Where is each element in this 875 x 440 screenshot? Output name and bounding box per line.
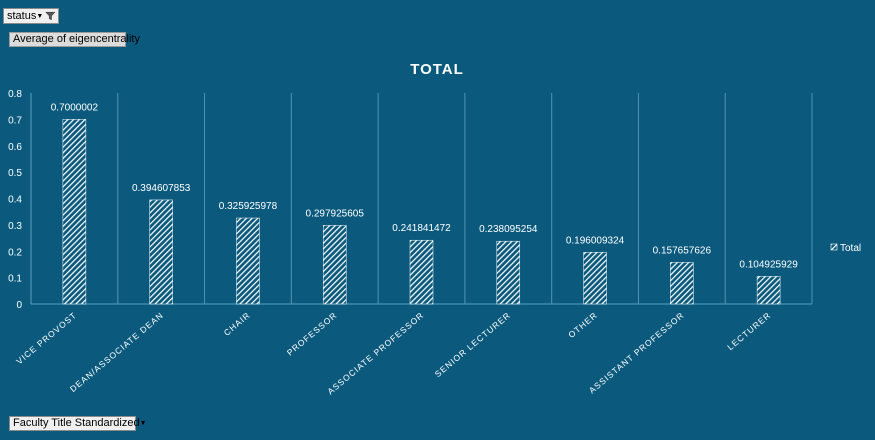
bar bbox=[496, 240, 521, 305]
status-filter-button[interactable]: status ▼ bbox=[3, 8, 59, 24]
bar bbox=[149, 199, 173, 305]
bar bbox=[409, 239, 434, 305]
x-tick-label: LECTURER bbox=[725, 310, 773, 352]
data-label: 0.157657626 bbox=[653, 245, 712, 256]
y-tick-label: 0.5 bbox=[8, 168, 22, 179]
value-field-label: Average of eigencentrality bbox=[13, 33, 140, 45]
y-tick-label: 0.3 bbox=[8, 221, 22, 232]
y-tick-label: 0.7 bbox=[8, 115, 22, 126]
x-tick-label: ASSOCIATE PROFESSOR bbox=[325, 310, 425, 397]
y-tick-label: 0.4 bbox=[8, 195, 22, 206]
data-label: 0.7000002 bbox=[51, 102, 99, 113]
chevron-down-icon: ▼ bbox=[36, 12, 44, 20]
x-tick-label: OTHER bbox=[566, 310, 599, 340]
y-tick-label: 0.8 bbox=[8, 89, 22, 100]
x-tick-label: ASSISTANT PROFESSOR bbox=[587, 310, 686, 396]
filter-funnel-icon bbox=[45, 11, 56, 21]
y-tick-label: 0.2 bbox=[8, 247, 22, 258]
y-tick-label: 0 bbox=[16, 300, 22, 311]
data-label: 0.325925978 bbox=[219, 201, 278, 212]
bar bbox=[670, 262, 694, 305]
legend: Total bbox=[830, 243, 861, 254]
x-tick-label: VICE PROVOST bbox=[14, 310, 78, 366]
bar bbox=[236, 217, 260, 305]
chevron-down-icon: ▼ bbox=[139, 420, 147, 427]
bar bbox=[322, 225, 347, 305]
x-tick-label: SENIOR LECTURER bbox=[433, 310, 513, 379]
bar bbox=[583, 252, 607, 305]
axis-field-button[interactable]: Faculty Title Standardized ▼ bbox=[9, 416, 147, 431]
x-tick-label: CHAIR bbox=[222, 310, 253, 338]
data-label: 0.394607853 bbox=[132, 183, 191, 194]
data-label: 0.104925929 bbox=[739, 259, 798, 270]
y-tick-label: 0.1 bbox=[8, 274, 22, 285]
data-label: 0.241841472 bbox=[392, 223, 451, 234]
bar bbox=[62, 119, 87, 305]
axis-field-label: Faculty Title Standardized bbox=[13, 417, 140, 429]
x-tick-label: DEAN/ASSOCIATE DEAN bbox=[68, 310, 166, 394]
data-label: 0.196009324 bbox=[566, 235, 625, 246]
status-filter-label: status bbox=[7, 10, 37, 22]
y-tick-label: 0.6 bbox=[8, 142, 22, 153]
data-label: 0.238095254 bbox=[479, 224, 538, 235]
bar bbox=[756, 276, 781, 305]
data-label: 0.297925605 bbox=[306, 208, 365, 219]
x-tick-label: PROFESSOR bbox=[285, 310, 339, 358]
legend-label: Total bbox=[840, 243, 861, 254]
value-field-button[interactable]: Average of eigencentrality bbox=[9, 32, 140, 47]
legend-swatch bbox=[830, 243, 838, 251]
chart-title: TOTAL bbox=[410, 61, 464, 78]
